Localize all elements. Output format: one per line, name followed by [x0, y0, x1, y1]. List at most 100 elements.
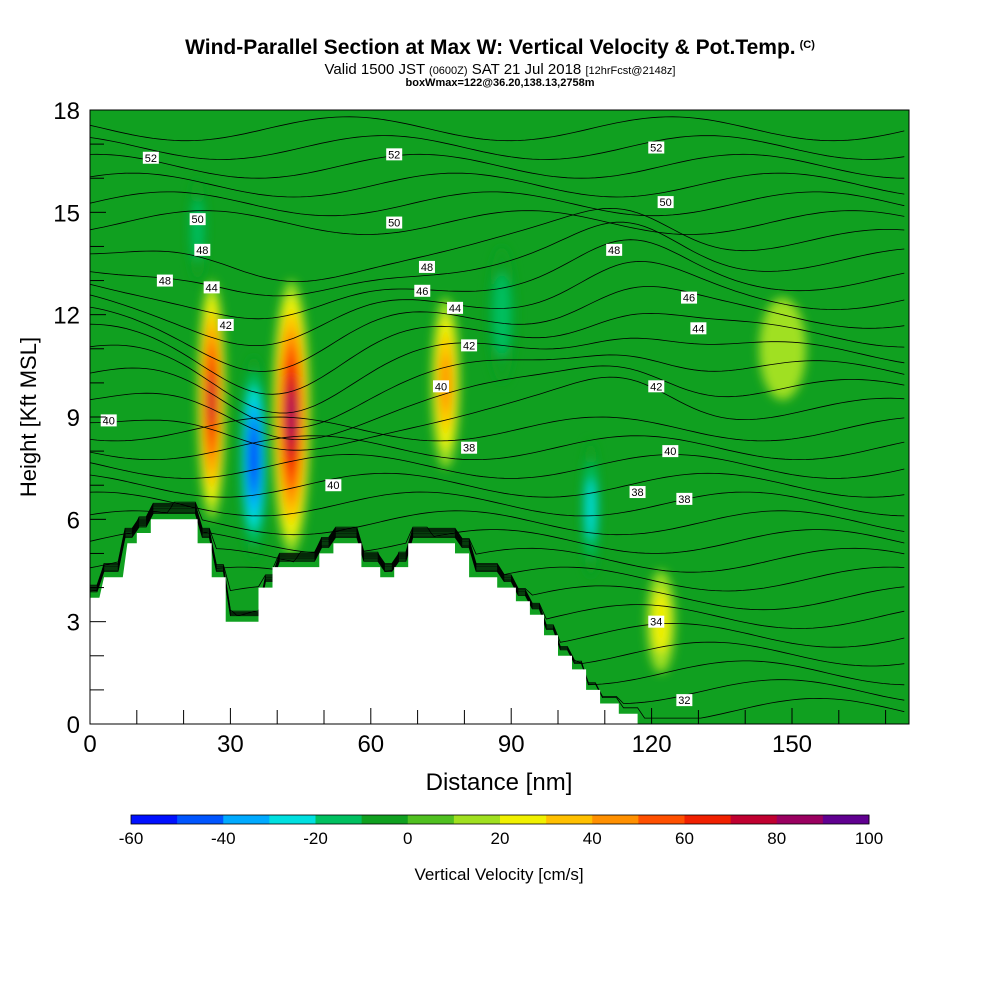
- colorbar-segment: [177, 815, 224, 824]
- theta-label: 44: [203, 281, 220, 294]
- theta-label-box: [648, 141, 665, 154]
- theta-label-box: [681, 291, 698, 304]
- theta-label-box: [142, 151, 159, 164]
- y-axis-label: Height [Kft MSL]: [16, 337, 41, 497]
- theta-label-text: 34: [650, 617, 662, 629]
- colorbar-segment: [223, 815, 270, 824]
- theta-label: 42: [217, 318, 234, 332]
- y-tick-label: 3: [67, 610, 80, 637]
- plot-area: 52 52 52 50 50 50 48 48 48 48 46 46 44 44 44 42 42 42 40 40…: [90, 110, 909, 724]
- x-axis: 0 30 60 90 120 150: [83, 708, 887, 758]
- theta-contour: [90, 501, 905, 536]
- theta-contour: [90, 207, 905, 282]
- theta-label-box: [648, 615, 665, 628]
- theta-label: 50: [386, 216, 403, 230]
- theta-label-text: 44: [206, 282, 218, 294]
- theta-label: 50: [657, 196, 674, 209]
- theta-label-text: 50: [192, 214, 204, 226]
- velocity-cell-band: [586, 478, 595, 540]
- theta-label: 40: [662, 445, 679, 458]
- colorbar-segment: [776, 815, 824, 824]
- theta-label: 48: [194, 243, 211, 257]
- x-tick-label: 0: [83, 731, 96, 758]
- theta-contour: [90, 210, 905, 235]
- velocity-cell-3: [272, 280, 310, 554]
- theta-label-text: 32: [678, 695, 690, 707]
- theta-label-text: 48: [196, 245, 208, 257]
- colorbar-tick-label: -20: [303, 829, 328, 848]
- theta-label-box: [414, 284, 431, 297]
- terrain: [90, 519, 638, 724]
- theta-contour: [90, 239, 905, 320]
- theta-label: 38: [629, 486, 646, 499]
- y-tick-label: 9: [67, 405, 80, 432]
- theta-label: 46: [414, 284, 431, 298]
- theta-label: 52: [648, 141, 665, 155]
- colorbar-tick-label: 0: [403, 829, 412, 848]
- theta-label: 42: [648, 380, 665, 393]
- y-tick-label: 12: [53, 303, 80, 330]
- title-units: (C): [799, 39, 815, 51]
- theta-label: 52: [142, 151, 159, 165]
- theta-label: 40: [325, 479, 342, 492]
- theta-label-text: 48: [421, 262, 433, 274]
- theta-label: 48: [418, 260, 435, 274]
- theta-label-box: [418, 260, 435, 273]
- theta-contours: [90, 116, 905, 719]
- colorbar-tick-label: 60: [675, 829, 694, 848]
- theta-label-text: 40: [103, 415, 115, 427]
- theta-label-text: 38: [678, 494, 690, 506]
- valid-date: SAT 21 Jul 2018: [471, 61, 582, 78]
- colorbar-segment: [361, 815, 409, 824]
- theta-label: 50: [189, 213, 206, 226]
- theta-label: 46: [681, 291, 698, 305]
- colorbar-segment: [131, 815, 178, 824]
- theta-label-text: 40: [435, 381, 447, 393]
- theta-contour: [90, 435, 905, 461]
- colorbar-segment: [822, 815, 870, 824]
- theta-label-text: 46: [683, 293, 695, 305]
- theta-label-text: 40: [327, 480, 339, 492]
- theta-label-text: 50: [660, 197, 672, 209]
- velocity-cell-6: [581, 440, 601, 578]
- velocity-cell-band: [759, 297, 807, 400]
- velocity-cell-9: [759, 297, 807, 400]
- theta-label: 44: [690, 322, 707, 335]
- theta-contour: [90, 416, 905, 442]
- theta-contour: [90, 502, 905, 554]
- utc-time: (0600Z): [429, 65, 468, 77]
- colorbar-segment: [730, 815, 778, 824]
- theta-label-text: 38: [631, 487, 643, 499]
- theta-label-text: 50: [388, 218, 400, 230]
- colorbar-frame: [130, 814, 870, 825]
- theta-label-box: [648, 380, 665, 393]
- colorbar-tick-label: 40: [583, 829, 602, 848]
- velocity-field: [188, 178, 807, 673]
- theta-label-box: [629, 486, 646, 499]
- theta-label-box: [203, 281, 220, 294]
- theta-label: 32: [676, 694, 693, 707]
- colorbar-segment: [638, 815, 685, 824]
- theta-contour: [90, 506, 905, 611]
- theta-contour: [90, 286, 905, 372]
- theta-label: 52: [386, 148, 403, 161]
- theta-label-box: [657, 196, 674, 209]
- terrain-fill: [90, 519, 638, 724]
- theta-contour: [90, 507, 905, 629]
- colorbar-tick-label: -60: [119, 829, 144, 848]
- theta-label: 48: [156, 274, 173, 288]
- theta-label-box: [690, 322, 707, 335]
- colorbar-segment: [407, 815, 455, 824]
- theta-contour: [90, 337, 905, 414]
- colorbar-segment: [269, 815, 316, 824]
- theta-label-box: [433, 380, 449, 393]
- colorbar-tick-label: 20: [491, 829, 510, 848]
- title-text: Wind-Parallel Section at Max W: Vertical…: [185, 36, 796, 59]
- colorbar-segment: [500, 815, 547, 824]
- velocity-cell-band: [493, 272, 511, 357]
- theta-label-text: 44: [449, 303, 461, 315]
- theta-label-text: 40: [664, 446, 676, 458]
- theta-label-box: [386, 148, 403, 161]
- velocity-cell-1: [197, 280, 226, 520]
